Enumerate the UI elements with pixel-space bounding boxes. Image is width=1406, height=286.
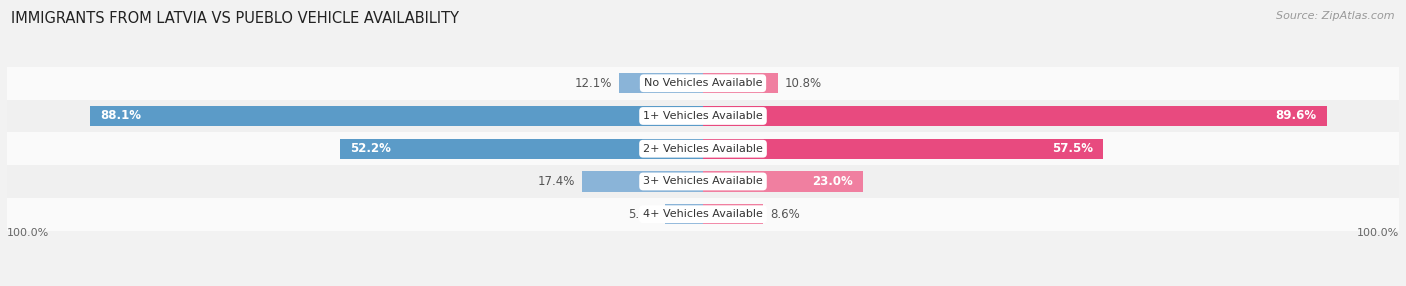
- Bar: [340, 139, 703, 159]
- Text: 52.2%: 52.2%: [350, 142, 391, 155]
- Text: 4+ Vehicles Available: 4+ Vehicles Available: [643, 209, 763, 219]
- Bar: [619, 73, 703, 93]
- Text: 2+ Vehicles Available: 2+ Vehicles Available: [643, 144, 763, 154]
- Text: 8.6%: 8.6%: [770, 208, 800, 221]
- Bar: [703, 171, 863, 192]
- Bar: [703, 106, 1327, 126]
- Bar: [703, 139, 1104, 159]
- Text: 23.0%: 23.0%: [811, 175, 852, 188]
- Bar: [7, 165, 1399, 198]
- Text: 100.0%: 100.0%: [1357, 228, 1399, 238]
- Text: 57.5%: 57.5%: [1052, 142, 1092, 155]
- Text: 17.4%: 17.4%: [537, 175, 575, 188]
- Bar: [582, 171, 703, 192]
- Text: 89.6%: 89.6%: [1275, 110, 1316, 122]
- Bar: [7, 100, 1399, 132]
- Text: IMMIGRANTS FROM LATVIA VS PUEBLO VEHICLE AVAILABILITY: IMMIGRANTS FROM LATVIA VS PUEBLO VEHICLE…: [11, 11, 460, 26]
- Text: 3+ Vehicles Available: 3+ Vehicles Available: [643, 176, 763, 186]
- Text: 12.1%: 12.1%: [575, 77, 612, 90]
- Text: 88.1%: 88.1%: [100, 110, 141, 122]
- Bar: [703, 204, 763, 225]
- Bar: [703, 73, 778, 93]
- Bar: [7, 132, 1399, 165]
- Bar: [90, 106, 703, 126]
- Text: 100.0%: 100.0%: [7, 228, 49, 238]
- Bar: [7, 67, 1399, 100]
- Text: 1+ Vehicles Available: 1+ Vehicles Available: [643, 111, 763, 121]
- Text: 10.8%: 10.8%: [785, 77, 823, 90]
- Bar: [7, 198, 1399, 231]
- Text: No Vehicles Available: No Vehicles Available: [644, 78, 762, 88]
- Bar: [665, 204, 703, 225]
- Text: 5.5%: 5.5%: [628, 208, 658, 221]
- Text: Source: ZipAtlas.com: Source: ZipAtlas.com: [1277, 11, 1395, 21]
